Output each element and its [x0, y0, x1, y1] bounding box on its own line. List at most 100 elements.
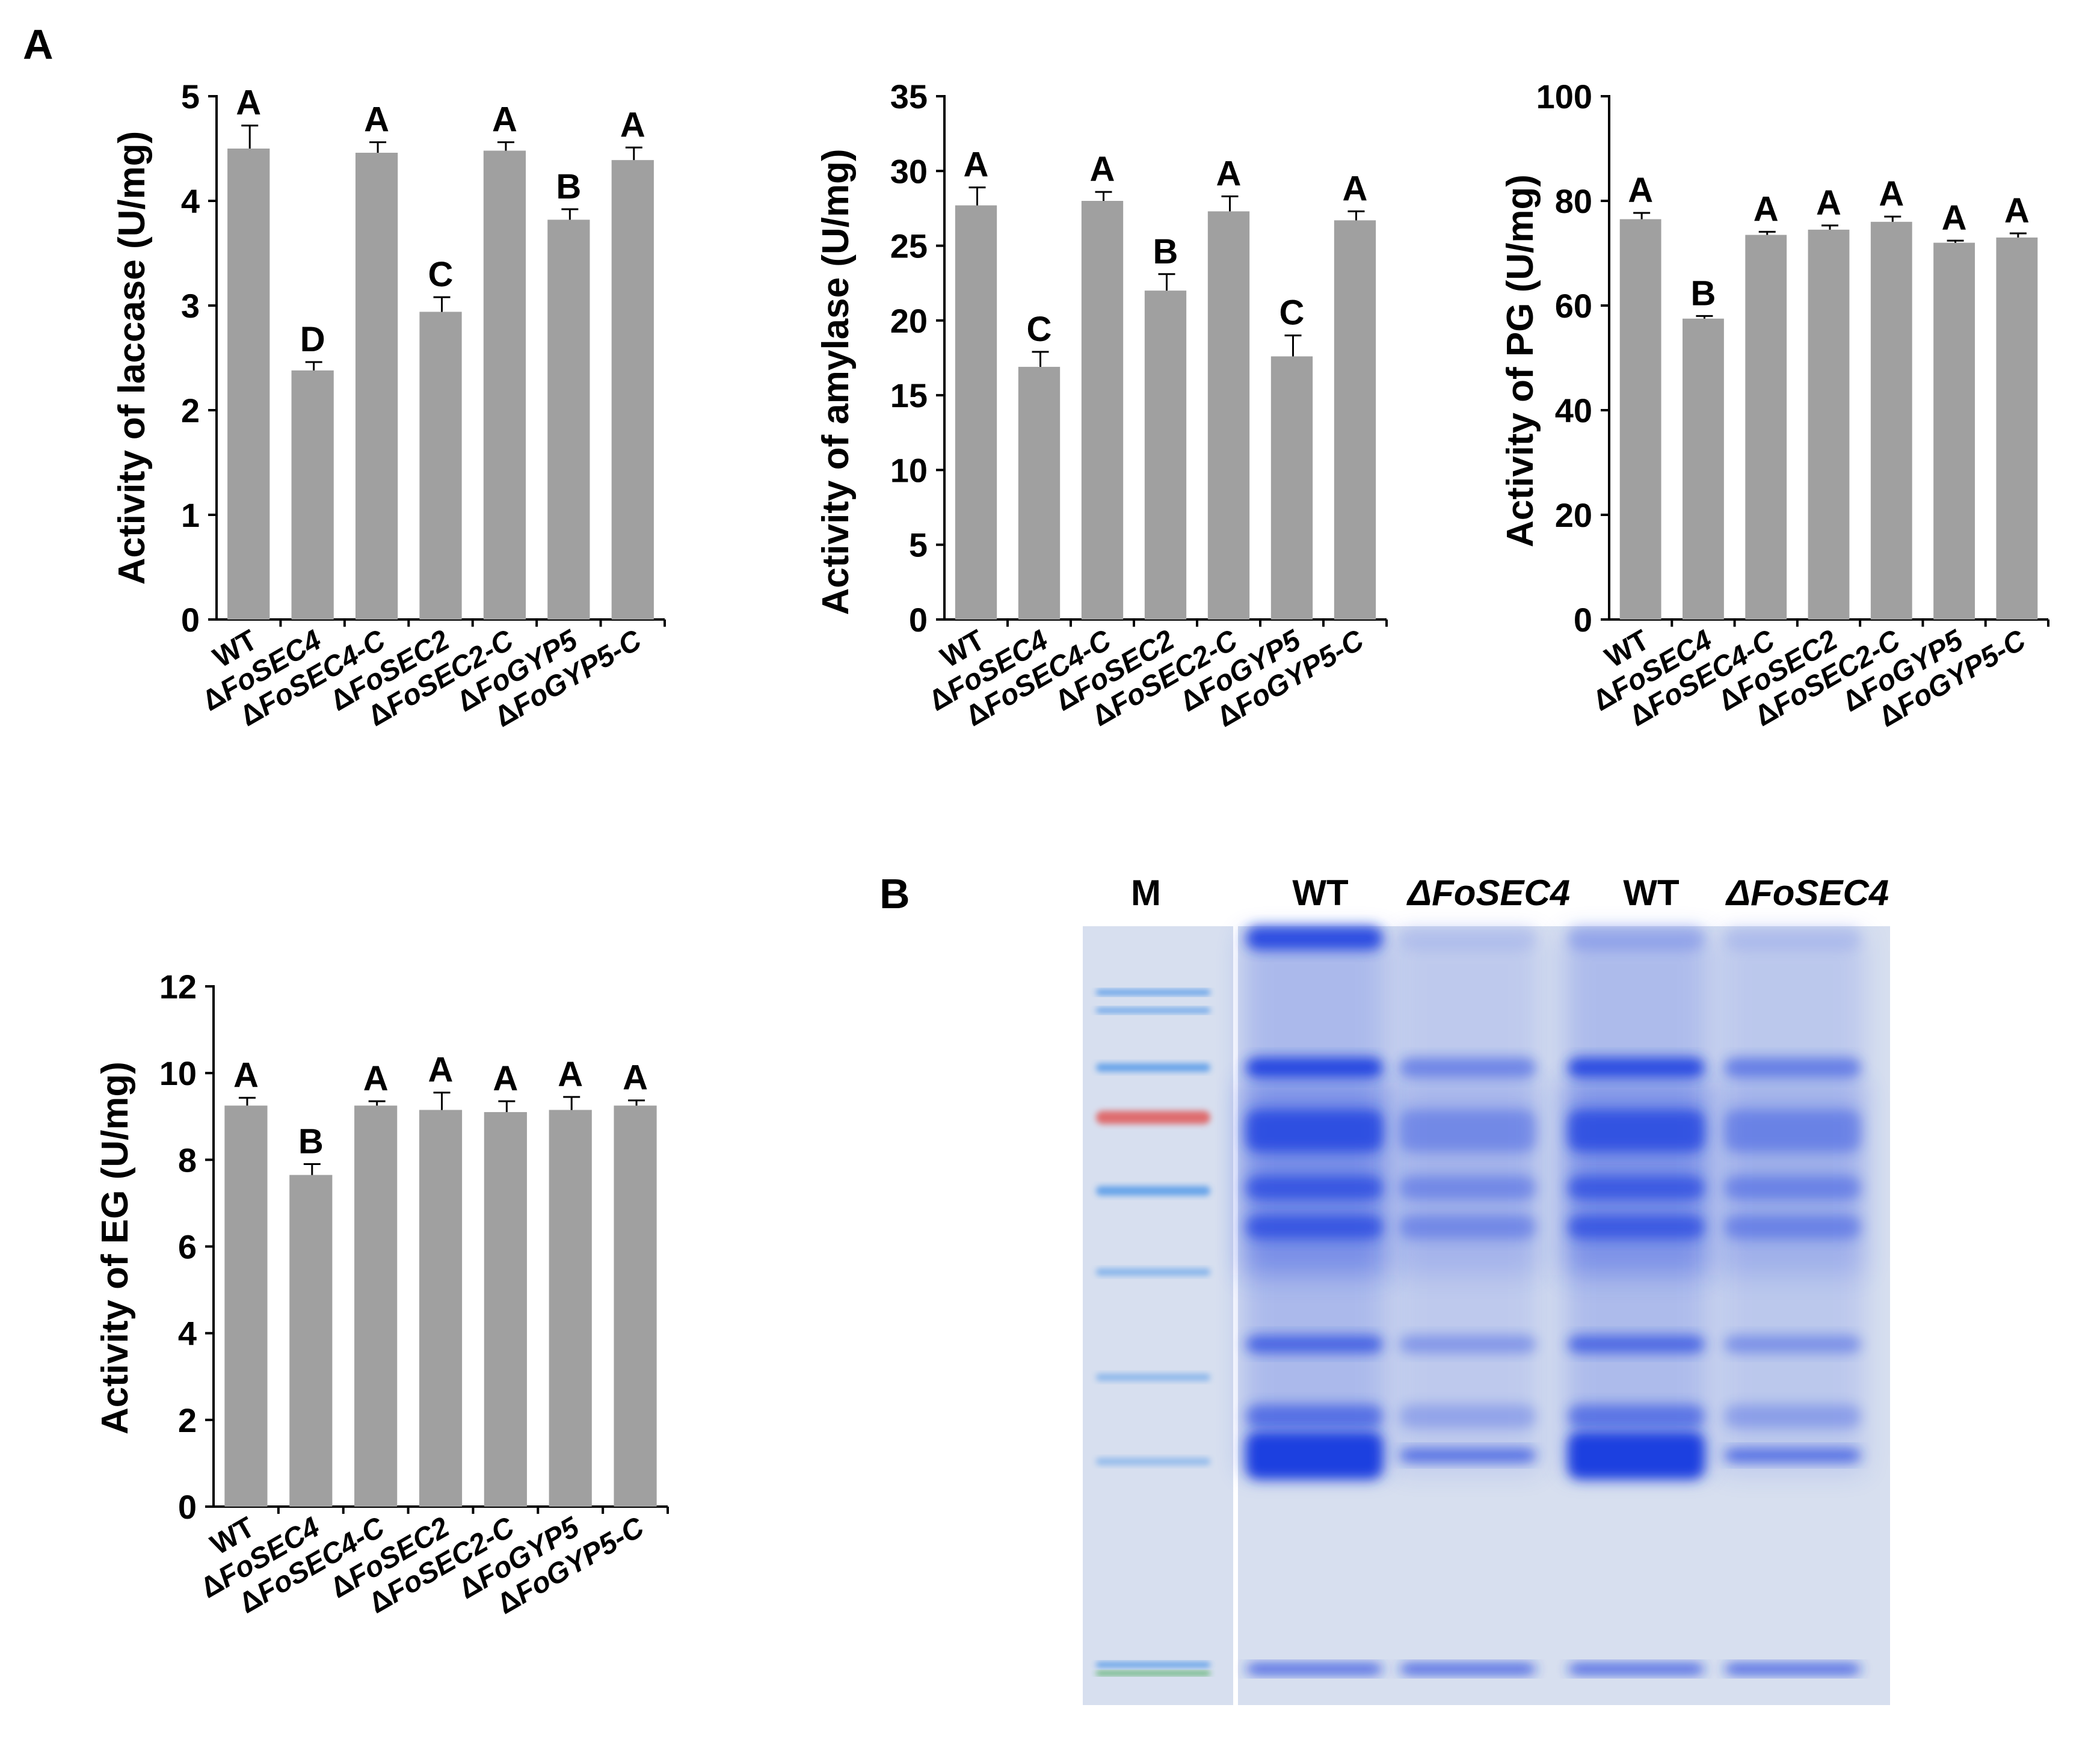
lane-label-wt-2: WT [1623, 873, 1679, 913]
protein-band [1568, 1057, 1705, 1078]
error-bar [1095, 191, 1112, 201]
significance-letter: A [493, 1059, 518, 1098]
y-tick-label: 2 [181, 392, 200, 429]
protein-band [1568, 1335, 1705, 1353]
significance-letter: A [1090, 150, 1115, 189]
bar-wt [1619, 219, 1661, 619]
significance-letter: A [1754, 189, 1779, 229]
protein-band [1568, 1664, 1705, 1674]
y-tick-label: 0 [181, 601, 200, 639]
error-bar [238, 1096, 256, 1106]
error-bar [369, 141, 387, 153]
y-tick-label: 3 [181, 287, 200, 325]
y-tick-label: 8 [178, 1141, 197, 1179]
bar-delta-fogyp5-c [1334, 220, 1376, 619]
error-bar [968, 186, 986, 206]
y-tick-label: 100 [1536, 78, 1592, 115]
y-axis-label: Activity of amylase (U/mg) [815, 149, 857, 615]
marker-band [1096, 1063, 1210, 1072]
error-bar [2009, 232, 2027, 238]
protein-band [1399, 1449, 1536, 1462]
y-tick-label: 80 [1555, 182, 1592, 220]
lane-label-marker: M [1131, 873, 1161, 913]
protein-band [1399, 1335, 1536, 1353]
error-bar [305, 361, 322, 370]
protein-band [1724, 1664, 1861, 1674]
y-tick-label: 20 [1555, 496, 1592, 534]
y-tick-label: 10 [159, 1054, 197, 1092]
panel-label-b: B [879, 870, 910, 917]
error-bar [1221, 195, 1239, 212]
error-bar [625, 146, 642, 161]
significance-letter: A [558, 1055, 583, 1094]
protein-band [1724, 1176, 1861, 1200]
error-bar [1758, 230, 1776, 235]
protein-band [1246, 1664, 1383, 1674]
y-tick-label: 5 [181, 78, 200, 115]
protein-band [1246, 1110, 1383, 1152]
y-axis-label: Activity of EG (U/mg) [94, 1062, 136, 1434]
significance-letter: C [1027, 310, 1052, 349]
y-axis-label: Activity of laccase (U/mg) [111, 131, 153, 585]
protein-band [1724, 926, 1861, 950]
y-axis-label: Activity of PG (U/mg) [1500, 174, 1541, 547]
panel-label-a: A [23, 21, 54, 68]
significance-letter: B [298, 1122, 324, 1161]
bar-wt [224, 1105, 268, 1507]
significance-letter: A [1879, 174, 1904, 214]
significance-letter: A [236, 84, 261, 123]
protein-band [1246, 1176, 1383, 1200]
significance-letter: D [300, 320, 325, 359]
bar-delta-fogyp5-c [614, 1105, 657, 1507]
protein-band [1246, 926, 1383, 950]
protein-band [1246, 1431, 1383, 1480]
significance-letter: C [1279, 294, 1305, 333]
protein-band [1399, 1664, 1536, 1674]
bar-delta-fosec2-c [483, 150, 526, 620]
protein-band [1568, 1404, 1705, 1428]
protein-band [1568, 1431, 1705, 1480]
bar-wt [955, 205, 997, 619]
bar-delta-fosec4-c [1081, 201, 1124, 619]
error-bar [498, 1100, 516, 1113]
protein-band [1724, 1110, 1861, 1152]
bar-delta-fogyp5 [1933, 242, 1975, 620]
bar-delta-fosec2 [1808, 229, 1850, 620]
y-tick-label: 0 [1574, 601, 1592, 639]
error-bar [1821, 224, 1838, 230]
y-tick-label: 1 [181, 496, 200, 534]
bar-delta-fogyp5-c [611, 160, 654, 619]
error-bar [433, 1092, 451, 1110]
significance-letter: B [1153, 232, 1178, 271]
marker-band [1096, 990, 1210, 995]
protein-band [1724, 1449, 1861, 1462]
significance-letter: A [1216, 155, 1242, 194]
protein-band [1724, 1335, 1861, 1353]
y-tick-label: 2 [178, 1401, 197, 1439]
error-bar [241, 124, 259, 149]
significance-letter: A [428, 1051, 454, 1090]
significance-letter: A [623, 1059, 648, 1098]
marker-band [1096, 1008, 1210, 1013]
y-tick-label: 10 [890, 451, 928, 489]
bar-delta-fosec4-c [1745, 235, 1787, 619]
significance-letter: A [492, 100, 517, 140]
bar-delta-fosec4 [1018, 366, 1061, 619]
lane-label-fosec4-2: ΔFoSEC4 [1725, 873, 1889, 913]
bar-delta-fosec4 [289, 1175, 333, 1507]
error-bar [368, 1100, 386, 1106]
marker-band [1096, 1111, 1210, 1124]
protein-band [1246, 1404, 1383, 1428]
bar-delta-fosec4 [1683, 318, 1724, 619]
y-tick-label: 0 [178, 1488, 197, 1526]
y-tick-label: 30 [890, 152, 928, 190]
y-tick-label: 0 [909, 601, 928, 639]
error-bar [1032, 351, 1049, 367]
protein-band [1568, 1176, 1705, 1200]
bar-delta-fogyp5-c [1996, 237, 2038, 619]
error-bar [1158, 273, 1175, 291]
bar-delta-fogyp5 [547, 220, 590, 619]
